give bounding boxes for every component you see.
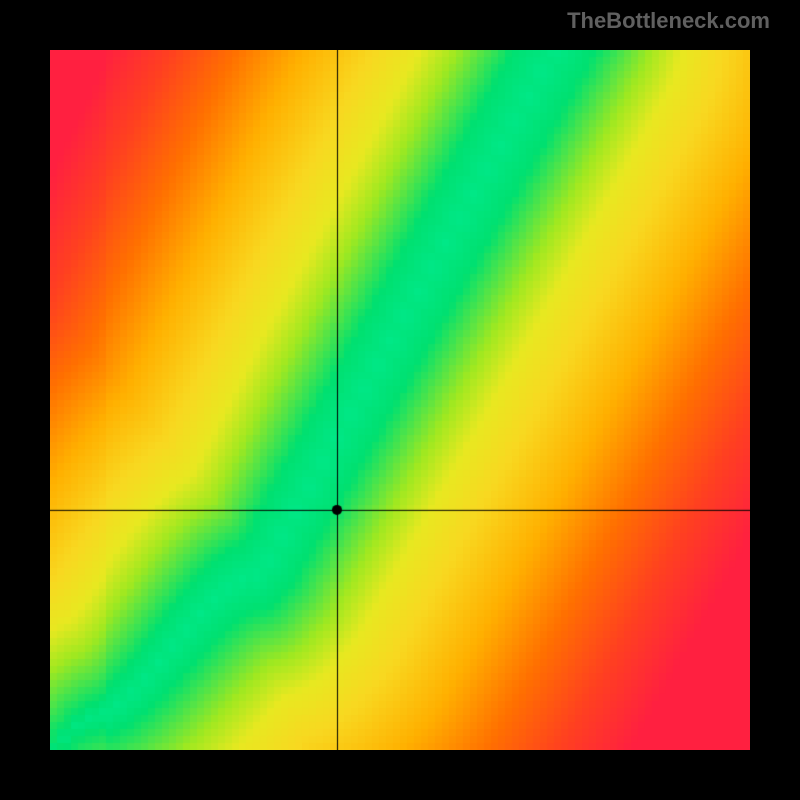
watermark-text: TheBottleneck.com — [567, 8, 770, 34]
heatmap-canvas — [50, 50, 750, 750]
heatmap-plot — [50, 50, 750, 750]
